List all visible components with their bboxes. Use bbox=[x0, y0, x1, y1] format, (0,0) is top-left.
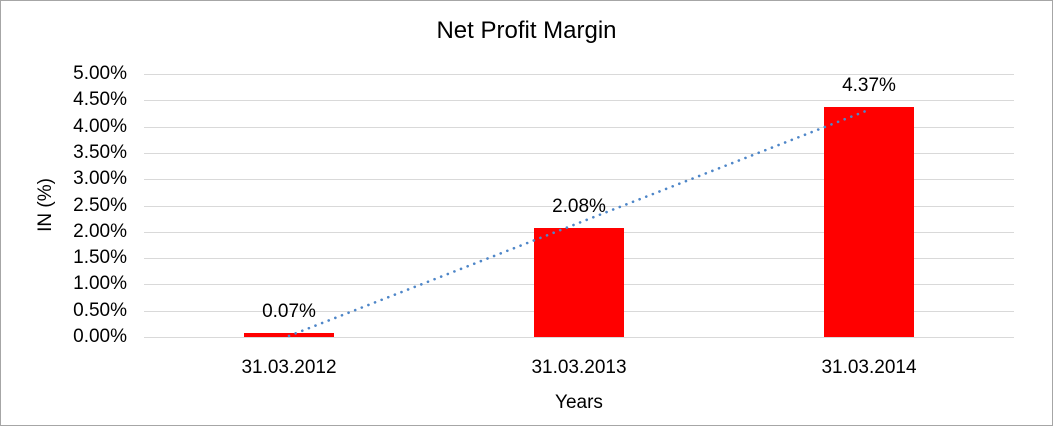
y-tick-label: 2.50% bbox=[73, 194, 127, 216]
gridline bbox=[144, 205, 1014, 207]
bar bbox=[534, 227, 624, 337]
x-category-label: 31.03.2012 bbox=[241, 357, 337, 378]
gridline bbox=[144, 152, 1014, 154]
chart-title: Net Profit Margin bbox=[436, 17, 617, 44]
y-tick-label: 1.00% bbox=[73, 273, 127, 295]
gridline bbox=[144, 74, 1014, 75]
trendline bbox=[287, 108, 871, 338]
y-tick-label: 0.00% bbox=[73, 326, 127, 347]
y-tick-label: 2.00% bbox=[73, 220, 127, 242]
gridline bbox=[144, 337, 1014, 338]
y-tick-label: 0.50% bbox=[73, 299, 127, 321]
y-tick-label: 1.50% bbox=[73, 247, 127, 269]
plot-area bbox=[144, 74, 1014, 338]
y-tick-label: 3.00% bbox=[73, 168, 127, 190]
gridline bbox=[144, 179, 1014, 181]
data-label: 2.08% bbox=[552, 195, 606, 217]
x-axis-title: Years bbox=[555, 392, 603, 413]
y-tick-label: 3.50% bbox=[73, 141, 127, 163]
y-tick-label: 4.00% bbox=[73, 115, 127, 137]
trendline-line bbox=[287, 108, 871, 338]
x-category-label: 31.03.2014 bbox=[821, 357, 917, 378]
gridline bbox=[144, 126, 1014, 128]
data-label: 4.37% bbox=[842, 75, 896, 97]
x-category-label: 31.03.2013 bbox=[531, 357, 627, 378]
data-label: 0.07% bbox=[262, 301, 316, 323]
gridline bbox=[144, 100, 1014, 102]
y-tick-label: 5.00% bbox=[73, 63, 127, 84]
bar bbox=[824, 107, 914, 337]
y-tick-label: 4.50% bbox=[73, 89, 127, 111]
